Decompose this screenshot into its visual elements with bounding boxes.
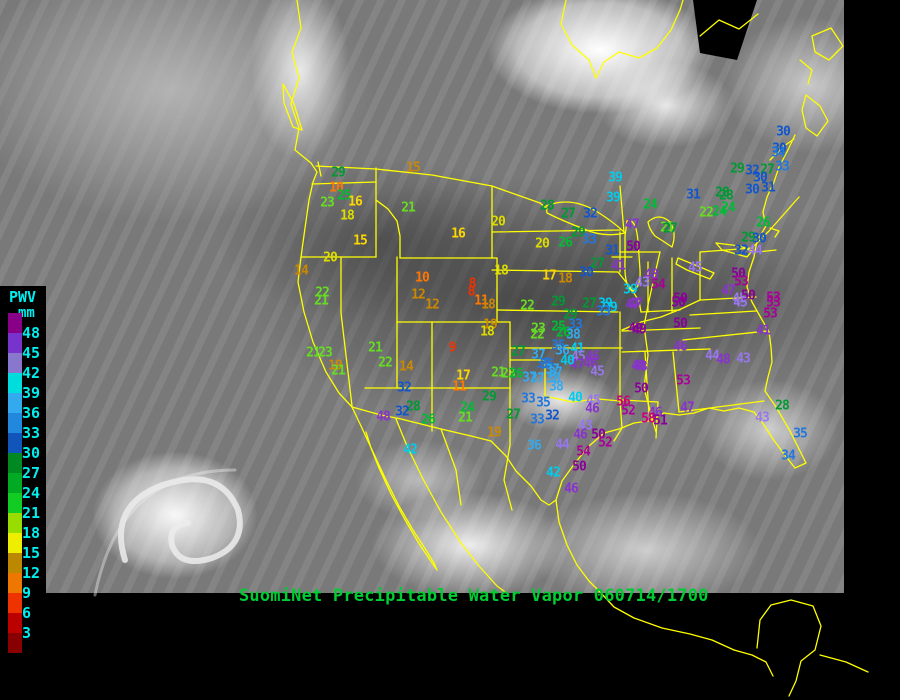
legend-value-label: 30 [22, 444, 41, 462]
legend-value-label: 6 [22, 604, 32, 622]
legend-swatch [8, 573, 22, 593]
legend-swatch [8, 353, 22, 373]
legend-title: PWV [9, 288, 37, 306]
legend-value-label: 27 [22, 464, 41, 482]
cloud-layer [0, 0, 844, 593]
legend-value-label: 24 [22, 484, 41, 502]
legend-value-label: 39 [22, 384, 41, 402]
legend-swatch [8, 633, 22, 653]
legend-swatch [8, 393, 22, 413]
legend-swatch [8, 613, 22, 633]
legend-swatch [8, 473, 22, 493]
legend-value-label: 42 [22, 364, 41, 382]
legend-swatch [8, 413, 22, 433]
legend-value-label: 3 [22, 624, 32, 642]
legend-swatch [8, 453, 22, 473]
legend-swatch [8, 373, 22, 393]
legend-swatch [8, 513, 22, 533]
legend-value-label: 21 [22, 504, 41, 522]
legend-value-label: 18 [22, 524, 41, 542]
legend-swatch [8, 593, 22, 613]
satellite-image [0, 0, 844, 593]
legend-value-label: 12 [22, 564, 41, 582]
legend-value-label: 36 [22, 404, 41, 422]
legend-swatch [8, 313, 22, 333]
legend-swatch [8, 433, 22, 453]
pwv-legend: PWV mm 48 45 42 39 36 33 30 27 24 21 18 15 12 9 6 3 [0, 286, 46, 658]
legend-swatch [8, 553, 22, 573]
legend-value-label: 45 [22, 344, 41, 362]
legend-value-label: 33 [22, 424, 41, 442]
legend-value-label: 9 [22, 584, 32, 602]
product-title: SuomiNet Precipitable Water Vapor 060714… [239, 586, 709, 606]
legend-swatch [8, 333, 22, 353]
legend-swatch [8, 493, 22, 513]
legend-value-label: 15 [22, 544, 41, 562]
legend-value-label: 48 [22, 324, 41, 342]
legend-unit: mm [18, 305, 35, 321]
legend-swatch [8, 533, 22, 553]
